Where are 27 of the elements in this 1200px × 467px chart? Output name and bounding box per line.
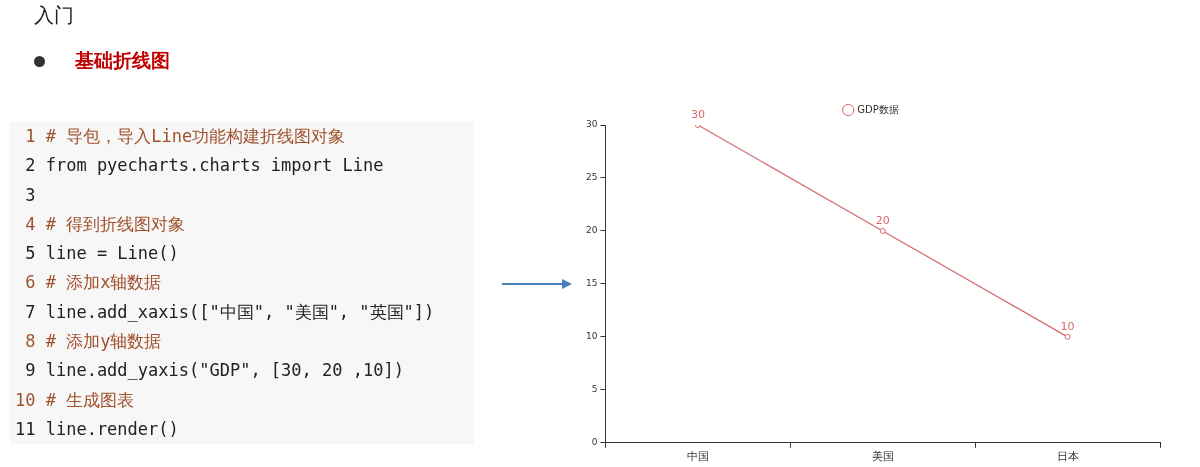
text: 7 line.add_xaxis(["中国", "美国", "英国"]): [24, 300, 435, 324]
text: 5 line = Line(): [24, 242, 179, 266]
x-tick-label: 日本: [1056, 450, 1079, 464]
text: 2 from pyecharts.charts import Line: [24, 154, 384, 178]
text: 入门: [34, 2, 74, 29]
x-tick-label: 美国: [871, 450, 894, 464]
x-tick-label: 中国: [686, 450, 709, 464]
y-tick-label: 15: [586, 278, 598, 289]
text: 4 # 得到折线图对象: [24, 212, 186, 236]
y-tick-label: 5: [591, 384, 598, 395]
y-tick-label: 30: [586, 119, 598, 130]
text: 6 # 添加x轴数据: [24, 271, 162, 295]
y-tick-label: 25: [586, 172, 598, 183]
text: 3: [24, 183, 36, 207]
text: 9 line.add_yaxis("GDP", [30, 20 ,10]): [24, 359, 404, 383]
y-tick-label: 20: [586, 225, 598, 236]
text: 1 # 导包，导入Line功能构建折线图对象: [24, 125, 346, 148]
text: 8 # 添加y轴数据: [24, 330, 162, 354]
text: 基础折线图: [75, 49, 170, 71]
legend-label: GDP数据: [857, 103, 899, 115]
data-label: 30: [690, 108, 705, 122]
data-label: 20: [875, 214, 890, 228]
y-tick-label: 10: [586, 331, 598, 342]
text: 10 # 生成图表: [14, 388, 135, 412]
text: 11 line.render(): [14, 417, 179, 441]
data-label: 10: [1060, 320, 1075, 334]
y-tick-label: 0: [591, 437, 598, 448]
